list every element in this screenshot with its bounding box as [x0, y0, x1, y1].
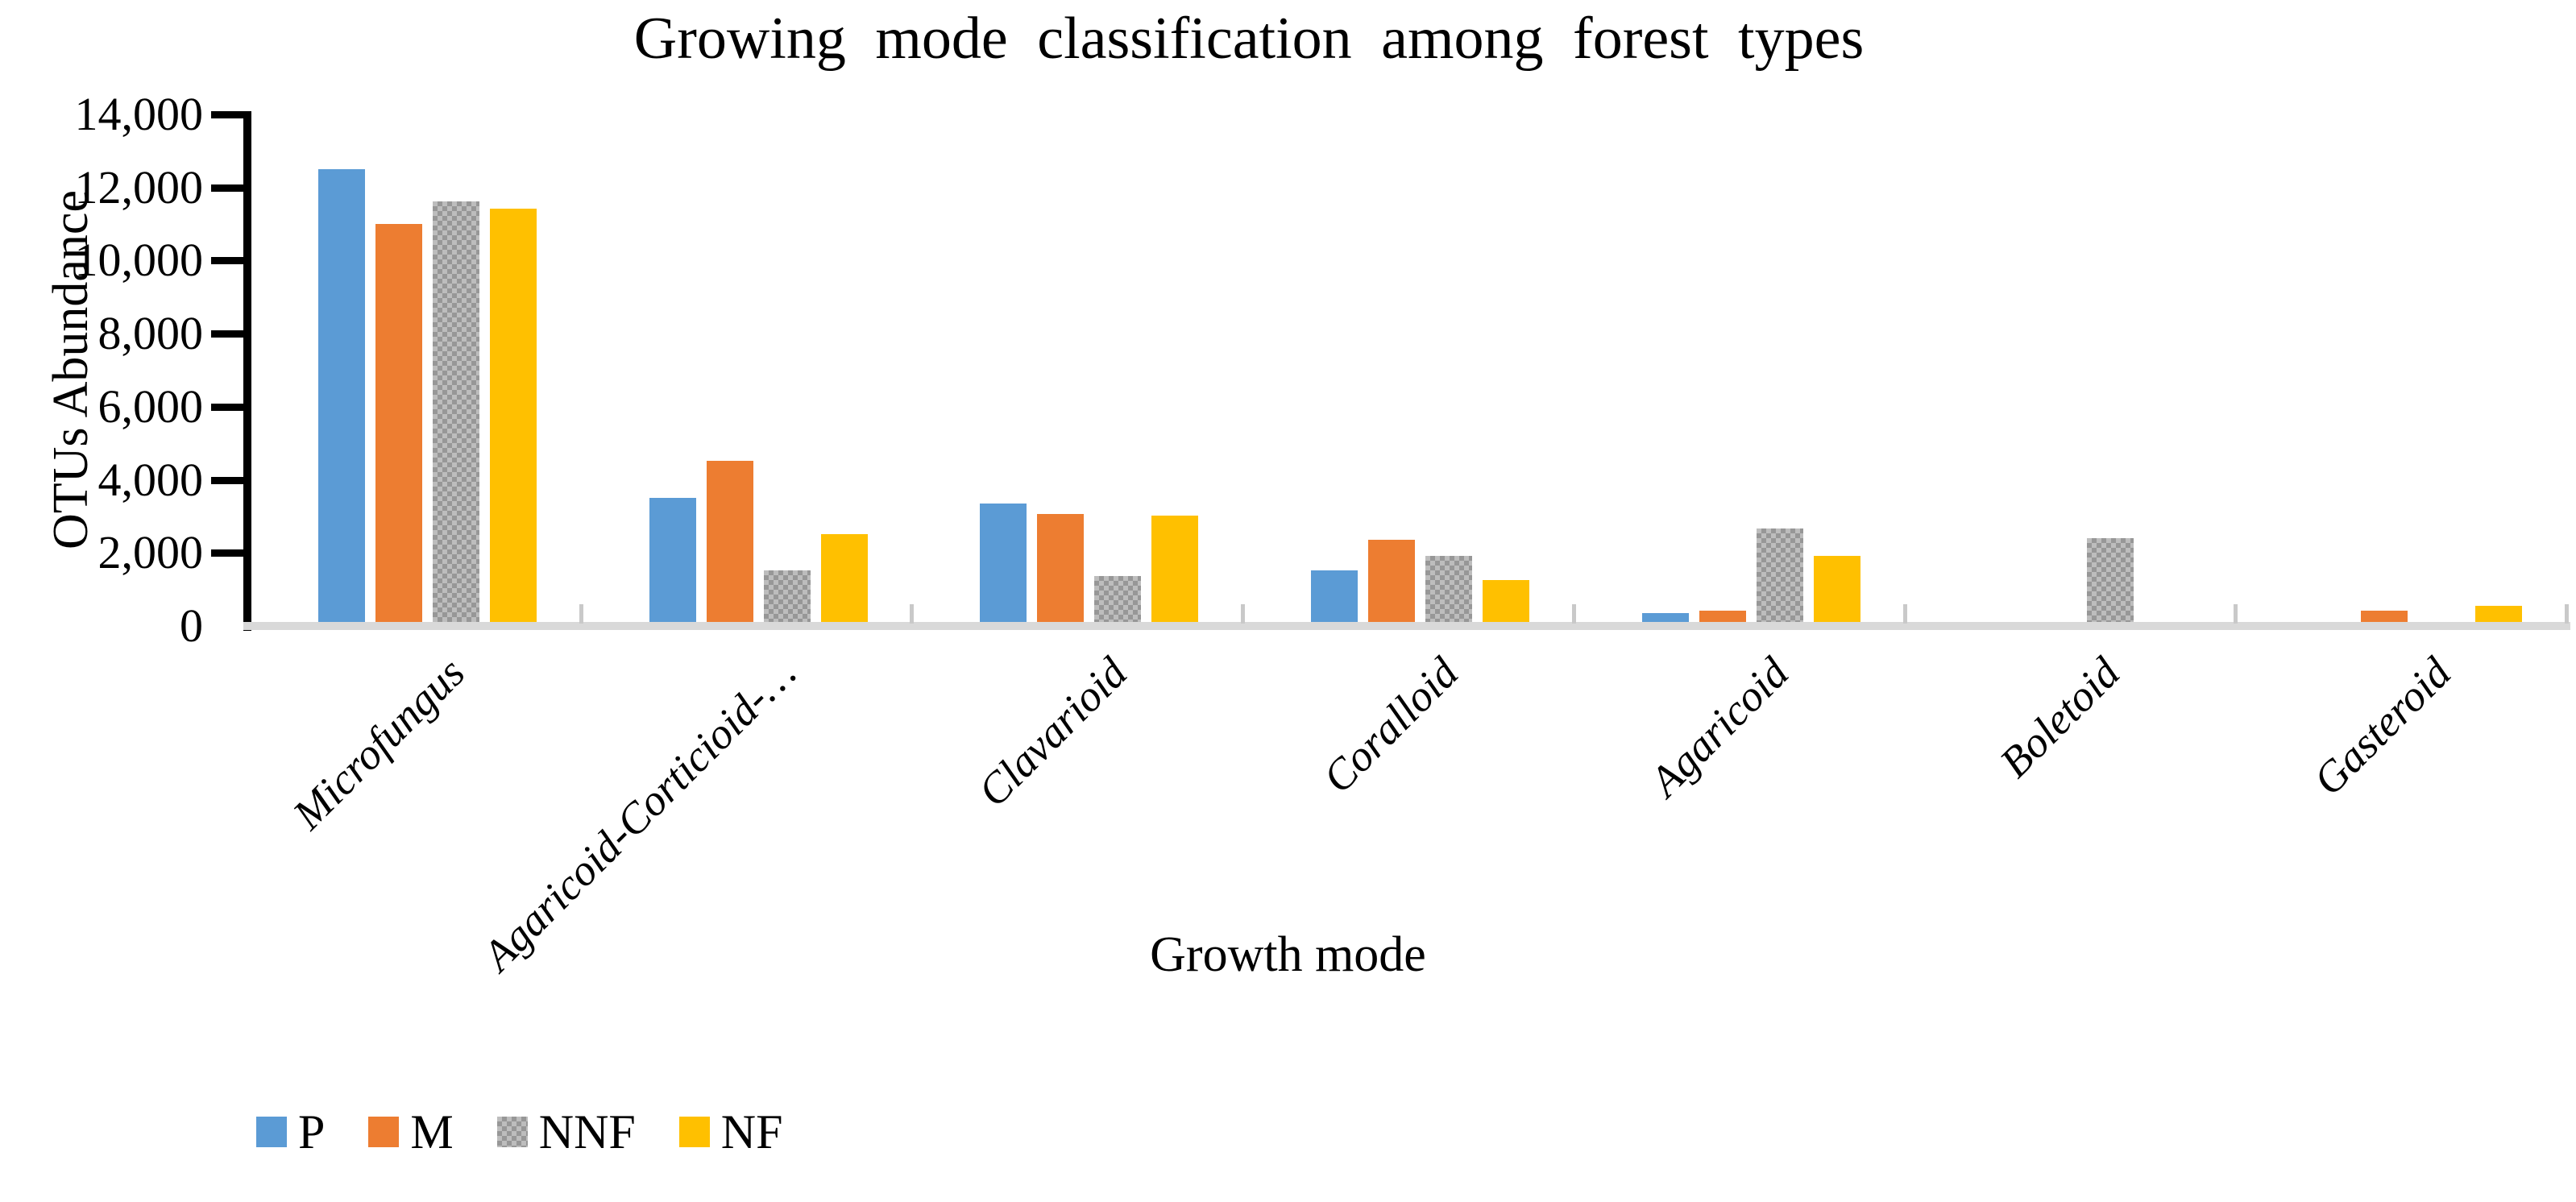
chart-title: Growing mode classification among forest… — [633, 6, 1865, 72]
y-axis-tick — [211, 111, 247, 118]
category-boundary-tick — [579, 604, 583, 624]
y-axis-tick — [211, 184, 247, 192]
bar-NNF-clavarioid — [1094, 576, 1142, 622]
y-axis-line — [243, 111, 251, 631]
bar-M-agaricoid-corticioid- — [706, 461, 753, 622]
legend-label-p: P — [298, 1105, 326, 1158]
bar-NF-agaricoid — [1813, 556, 1860, 622]
y-tick-label: 2,000 — [97, 526, 204, 579]
legend-label-nf: NF — [720, 1105, 783, 1158]
legend-item-p: P — [256, 1105, 326, 1158]
bar-NF-microfungus — [489, 209, 537, 622]
bar-M-coralloid — [1368, 540, 1415, 622]
y-axis-tick — [211, 403, 247, 411]
y-axis-tick — [211, 549, 247, 557]
legend-label-m: M — [410, 1105, 454, 1158]
y-axis-tick — [211, 330, 247, 338]
legend-swatch-m — [368, 1117, 400, 1147]
y-tick-label: 0 — [180, 599, 203, 652]
bar-NF-gasteroid — [2475, 606, 2523, 622]
y-tick-label: 8,000 — [97, 307, 204, 360]
legend-swatch-p — [256, 1117, 287, 1147]
legend-item-nnf: NNF — [496, 1105, 636, 1158]
category-boundary-tick — [2234, 604, 2238, 624]
bar-M-microfungus — [375, 224, 422, 622]
bar-NF-coralloid — [1483, 580, 1529, 622]
legend-swatch-nnf — [496, 1117, 528, 1147]
legend: P M NNF NF — [256, 1105, 783, 1158]
y-tick-label: 14,000 — [74, 88, 204, 140]
bar-NNF-microfungus — [432, 201, 479, 622]
bar-NNF-coralloid — [1425, 556, 1472, 622]
bar-NNF-agaricoid — [1756, 528, 1803, 622]
legend-label-nnf: NNF — [538, 1105, 636, 1158]
bar-NNF-boletoid — [2087, 538, 2134, 622]
bar-NF-agaricoid-corticioid- — [820, 534, 868, 622]
legend-item-nf: NF — [678, 1105, 783, 1158]
bar-P-coralloid — [1311, 570, 1358, 622]
legend-swatch-nf — [678, 1117, 710, 1147]
bar-M-gasteroid — [2361, 611, 2408, 622]
bar-M-clavarioid — [1037, 514, 1085, 622]
x-axis-title: Growth mode — [1150, 927, 1426, 982]
bar-P-microfungus — [317, 169, 365, 622]
y-axis-tick — [211, 257, 247, 265]
y-axis-tick — [211, 476, 247, 484]
x-axis-line — [243, 622, 2570, 630]
bar-P-agaricoid-corticioid- — [649, 498, 696, 622]
category-boundary-tick — [1241, 604, 1246, 624]
bar-NNF-agaricoid-corticioid- — [763, 570, 811, 622]
y-tick-label: 10,000 — [74, 234, 204, 287]
category-boundary-tick — [1571, 604, 1576, 624]
y-tick-label: 6,000 — [97, 379, 204, 433]
bar-NF-clavarioid — [1151, 516, 1199, 622]
bar-M-agaricoid — [1699, 611, 1746, 622]
y-tick-label: 12,000 — [74, 160, 204, 213]
bar-P-agaricoid — [1641, 613, 1689, 622]
category-boundary-tick — [2565, 604, 2569, 624]
bar-P-clavarioid — [980, 504, 1027, 622]
category-boundary-tick — [1902, 604, 1907, 624]
y-tick-label: 4,000 — [97, 453, 204, 506]
category-boundary-tick — [910, 604, 915, 624]
legend-item-m: M — [368, 1105, 454, 1158]
